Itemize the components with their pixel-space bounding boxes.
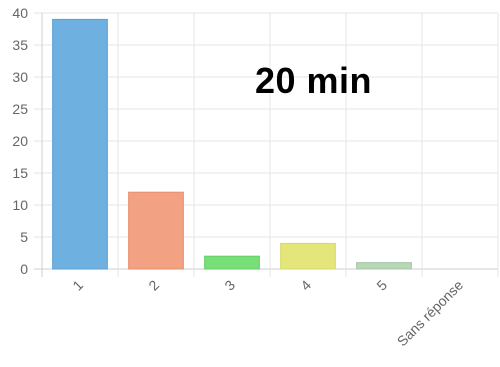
y-tick-label: 20: [12, 133, 28, 149]
bars: [52, 18, 412, 270]
bar-3: [204, 255, 260, 270]
x-tick-label: Sans réponse: [394, 277, 467, 350]
y-tick-label: 25: [12, 101, 28, 117]
chart-annotation: 20 min: [255, 60, 373, 101]
bar-2: [128, 191, 184, 270]
y-tick-label: 35: [12, 37, 28, 53]
x-tick-label: 3: [221, 277, 238, 294]
y-tick-label: 5: [20, 229, 28, 245]
y-tick-label: 40: [12, 5, 28, 21]
y-tick-label: 15: [12, 165, 28, 181]
y-tick-label: 10: [12, 197, 28, 213]
grid: [34, 12, 499, 277]
y-tick-label: 30: [12, 69, 28, 85]
bar-1: [52, 18, 108, 270]
x-tick-label: 4: [297, 277, 314, 294]
y-tick-label: 0: [20, 261, 28, 277]
x-tick-label: 2: [145, 277, 162, 294]
bar-5: [356, 262, 412, 270]
x-tick-label: 1: [69, 277, 86, 294]
x-tick-label: 5: [373, 277, 390, 294]
bar-4: [280, 242, 336, 270]
